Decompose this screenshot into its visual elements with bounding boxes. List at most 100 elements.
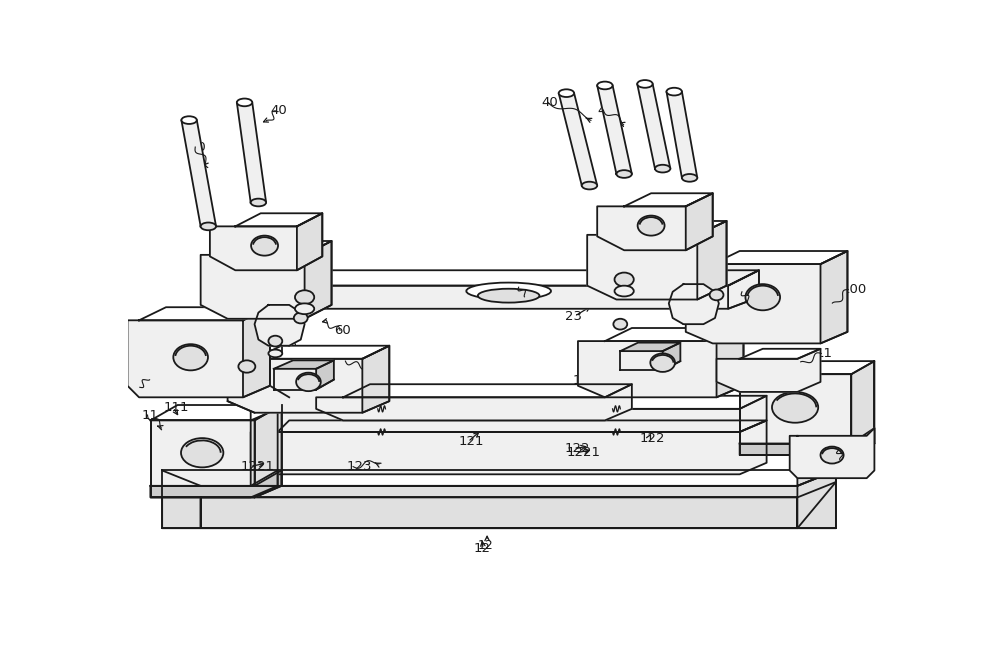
Text: 100: 100 — [842, 283, 867, 296]
Polygon shape — [820, 251, 847, 343]
Ellipse shape — [613, 319, 627, 330]
Ellipse shape — [295, 303, 314, 314]
Polygon shape — [605, 328, 744, 341]
Polygon shape — [666, 91, 697, 178]
Text: 23: 23 — [659, 268, 676, 281]
Text: 11: 11 — [141, 408, 158, 421]
Ellipse shape — [615, 286, 634, 296]
Polygon shape — [151, 421, 255, 486]
Text: 23: 23 — [298, 218, 315, 231]
Polygon shape — [289, 270, 759, 286]
Polygon shape — [717, 349, 820, 392]
Polygon shape — [278, 421, 767, 432]
Polygon shape — [728, 270, 759, 308]
Polygon shape — [616, 221, 727, 235]
Text: 30: 30 — [212, 333, 229, 346]
Polygon shape — [228, 241, 332, 255]
Polygon shape — [740, 349, 820, 359]
Polygon shape — [243, 307, 270, 397]
Ellipse shape — [821, 446, 844, 463]
Text: 122: 122 — [565, 443, 590, 456]
Polygon shape — [210, 213, 322, 270]
Ellipse shape — [655, 165, 670, 172]
Polygon shape — [237, 102, 266, 202]
Text: 22: 22 — [693, 314, 710, 327]
Text: 23: 23 — [164, 367, 181, 381]
Polygon shape — [251, 396, 767, 432]
Ellipse shape — [268, 349, 282, 357]
Text: 111: 111 — [760, 365, 786, 378]
Ellipse shape — [772, 392, 818, 422]
Text: 20: 20 — [134, 381, 151, 394]
Text: 1221: 1221 — [566, 446, 600, 459]
Polygon shape — [316, 360, 334, 389]
Polygon shape — [181, 120, 216, 226]
Polygon shape — [686, 193, 713, 250]
Text: 60: 60 — [512, 281, 529, 294]
Ellipse shape — [295, 290, 314, 304]
Polygon shape — [228, 346, 389, 413]
Polygon shape — [274, 360, 334, 369]
Text: 40: 40 — [597, 104, 614, 117]
Polygon shape — [559, 93, 597, 185]
Polygon shape — [686, 251, 847, 343]
Polygon shape — [697, 221, 727, 299]
Text: 124: 124 — [268, 393, 293, 406]
Text: 123: 123 — [339, 354, 365, 367]
Ellipse shape — [597, 82, 613, 89]
Text: 40: 40 — [189, 141, 206, 154]
Ellipse shape — [559, 89, 574, 97]
Ellipse shape — [637, 80, 653, 87]
Ellipse shape — [173, 344, 208, 371]
Polygon shape — [255, 405, 282, 486]
Polygon shape — [139, 307, 270, 320]
Text: 22: 22 — [303, 299, 320, 312]
Ellipse shape — [268, 336, 282, 347]
Polygon shape — [255, 346, 389, 359]
Ellipse shape — [466, 283, 551, 299]
Text: 125: 125 — [201, 364, 226, 377]
Text: 23: 23 — [565, 310, 582, 323]
Ellipse shape — [710, 290, 723, 300]
Ellipse shape — [237, 98, 252, 106]
Polygon shape — [201, 498, 797, 528]
Text: 124: 124 — [573, 374, 598, 387]
Ellipse shape — [582, 181, 597, 189]
Text: 1221: 1221 — [597, 341, 631, 354]
Polygon shape — [258, 270, 759, 308]
Polygon shape — [637, 84, 670, 168]
Text: 20: 20 — [736, 285, 753, 298]
Polygon shape — [620, 343, 680, 351]
Text: 123: 123 — [347, 460, 372, 473]
Polygon shape — [128, 307, 270, 397]
Polygon shape — [740, 428, 874, 455]
Text: 122: 122 — [640, 432, 665, 445]
Polygon shape — [201, 241, 332, 319]
Ellipse shape — [251, 199, 266, 206]
Ellipse shape — [650, 353, 675, 372]
Text: 210: 210 — [491, 270, 516, 283]
Polygon shape — [162, 470, 836, 528]
Polygon shape — [151, 470, 278, 498]
Text: 80: 80 — [832, 444, 849, 457]
Polygon shape — [278, 396, 767, 409]
Polygon shape — [597, 86, 632, 174]
Polygon shape — [740, 361, 874, 374]
Text: 12: 12 — [474, 542, 491, 555]
Polygon shape — [624, 193, 713, 206]
Ellipse shape — [616, 170, 632, 178]
Text: 200: 200 — [347, 277, 372, 290]
Polygon shape — [713, 251, 847, 264]
Ellipse shape — [745, 284, 780, 310]
Ellipse shape — [296, 373, 321, 391]
Polygon shape — [669, 284, 719, 324]
Polygon shape — [162, 470, 201, 528]
Ellipse shape — [181, 116, 197, 124]
Text: 1221: 1221 — [239, 347, 273, 360]
Polygon shape — [151, 405, 282, 421]
Text: 111: 111 — [164, 401, 189, 414]
Polygon shape — [251, 409, 278, 486]
Polygon shape — [597, 193, 713, 250]
Ellipse shape — [181, 438, 223, 467]
Polygon shape — [362, 346, 389, 413]
